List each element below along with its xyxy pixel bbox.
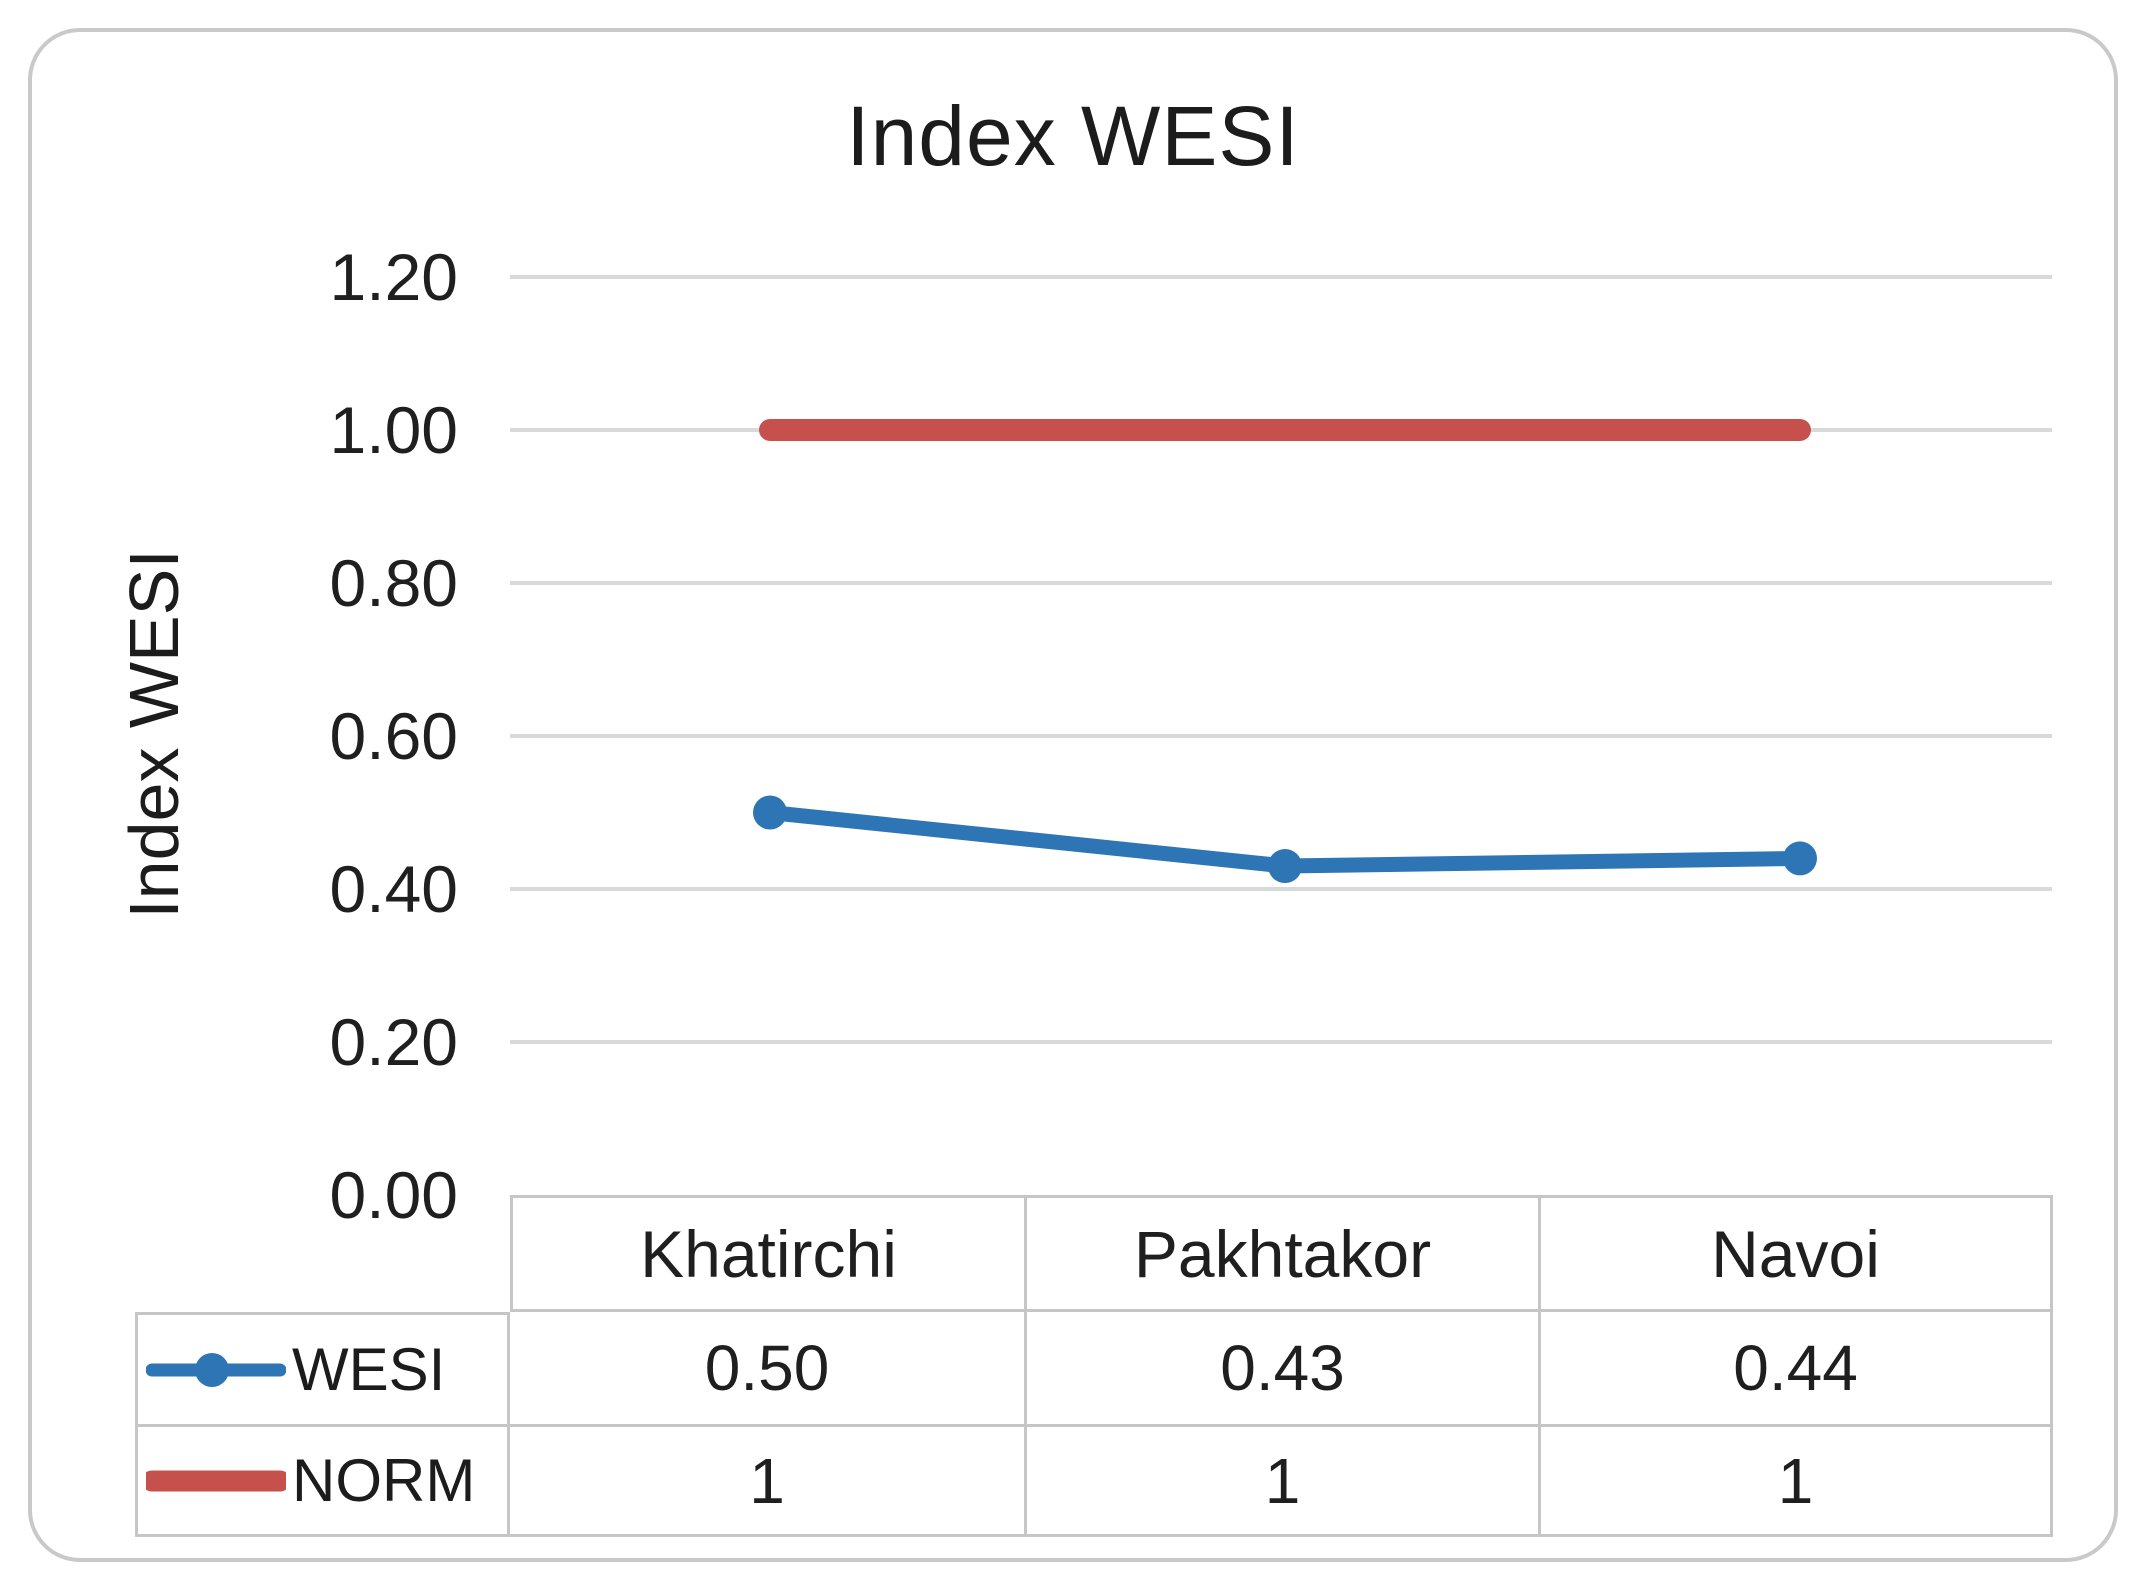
norm-series-legend-icon <box>146 1470 286 1491</box>
value-cell: 0.43 <box>1027 1312 1541 1427</box>
gridline <box>510 734 2052 738</box>
gridline <box>510 1040 2052 1044</box>
value-cell: 1 <box>510 1427 1027 1537</box>
wesi-data-point <box>753 795 787 830</box>
y-tick-label: 0.40 <box>329 852 458 926</box>
category-header-cell: Khatirchi <box>510 1195 1027 1312</box>
legend-series-label: NORM <box>292 1447 476 1514</box>
value-cell: 1 <box>1541 1427 2053 1537</box>
category-header-cell: Pakhtakor <box>1027 1195 1541 1312</box>
value-cell: 0.44 <box>1541 1312 2053 1427</box>
y-tick-label: 1.00 <box>329 393 458 467</box>
gridline <box>510 581 2052 585</box>
gridline <box>510 887 2052 891</box>
wesi-data-point <box>1783 841 1817 876</box>
y-tick-label: 0.60 <box>329 699 458 773</box>
legend-series-label: WESI <box>292 1336 446 1403</box>
legend-cell: WESI <box>135 1312 510 1427</box>
y-tick-label: 1.20 <box>329 240 458 314</box>
y-tick-label: 0.20 <box>329 1005 458 1079</box>
y-tick-label: 0.80 <box>329 546 458 620</box>
value-cell: 1 <box>1027 1427 1541 1537</box>
wesi-series-legend-icon <box>146 1352 286 1387</box>
value-cell: 0.50 <box>510 1312 1027 1427</box>
category-header-cell: Navoi <box>1541 1195 2053 1312</box>
legend-cell: NORM <box>135 1427 510 1537</box>
gridline <box>510 275 2052 279</box>
chart-title: Index WESI <box>846 89 1300 183</box>
wesi-data-point <box>1268 849 1302 884</box>
y-tick-label: 0.00 <box>329 1158 458 1232</box>
